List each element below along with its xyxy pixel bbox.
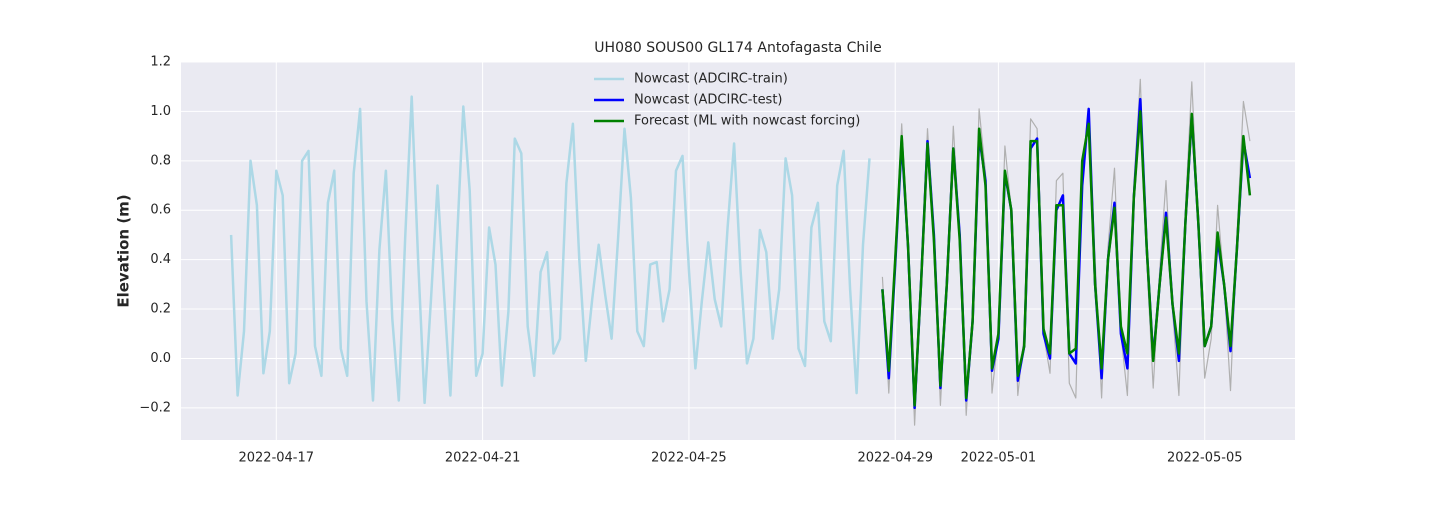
legend-label: Nowcast (ADCIRC-train) (634, 72, 788, 87)
y-tick-label: −0.2 (139, 400, 171, 415)
y-axis-label: Elevation (m) (115, 194, 133, 307)
y-tick-label: 0.2 (150, 302, 171, 317)
legend-label: Nowcast (ADCIRC-test) (634, 93, 783, 108)
x-tick-label: 2022-04-29 (857, 451, 933, 466)
y-tick-label: 1.0 (150, 104, 171, 119)
x-tick-label: 2022-05-05 (1167, 451, 1243, 466)
x-tick-label: 2022-04-25 (651, 451, 727, 466)
y-tick-label: 0.4 (150, 252, 171, 267)
series-line (881, 110, 1252, 407)
lines (229, 78, 1252, 426)
legend-label: Forecast (ML with nowcast forcing) (634, 114, 860, 129)
y-tick-label: 0.6 (150, 203, 171, 218)
y-tick-label: 0.8 (150, 153, 171, 168)
x-tick-label: 2022-05-01 (961, 451, 1037, 466)
legend: Nowcast (ADCIRC-train) Nowcast (ADCIRC-te… (594, 72, 860, 129)
y-tick-label: 0.0 (150, 351, 171, 366)
x-tick-label: 2022-04-17 (238, 451, 314, 466)
x-tick-label: 2022-04-21 (445, 451, 521, 466)
series-line (229, 95, 871, 405)
chart-title: UH080 SOUS00 GL174 Antofagasta Chile (594, 40, 881, 56)
y-tick-label: 1.2 (150, 55, 171, 70)
